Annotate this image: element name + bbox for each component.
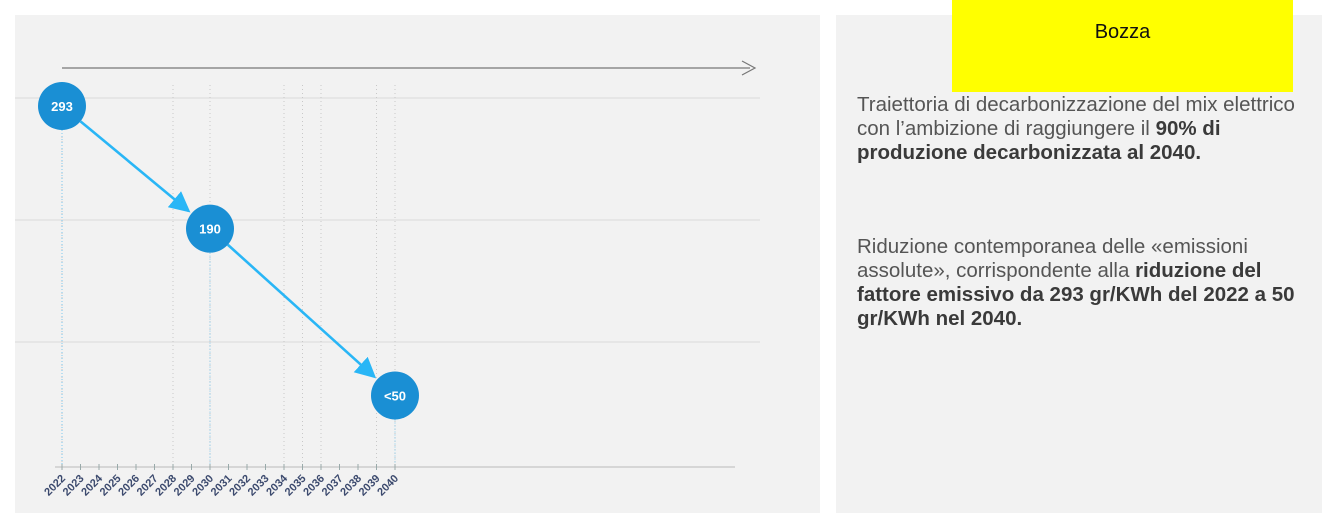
data-point-marker bbox=[38, 82, 86, 130]
chart-panel: 2022 2023 2024 2025 2026 2027 2028 2029 2030 2031… bbox=[15, 15, 820, 513]
description-panel: Traiettoria di decarbonizzazione del mix… bbox=[836, 15, 1322, 513]
x-tick-label: 2040 bbox=[375, 473, 401, 499]
data-point-marker bbox=[186, 204, 234, 253]
description-paragraph-2: Riduzione contemporanea delle «emissioni… bbox=[857, 235, 1312, 331]
description-p1-bold: 90% di produzione decarbonizzata al 2040… bbox=[857, 117, 1221, 164]
data-point-label: <50 bbox=[384, 388, 406, 403]
timeline-arrow-head bbox=[741, 60, 757, 76]
data-point-marker bbox=[371, 371, 419, 420]
description-p2-text: Riduzione contemporanea delle «emissioni… bbox=[857, 235, 1248, 282]
series-line-segment bbox=[226, 243, 377, 379]
data-point-label: 293 bbox=[51, 99, 73, 114]
description-p2-bold: riduzione del fattore emissivo da 293 gr… bbox=[857, 259, 1295, 330]
series-line-segment bbox=[79, 120, 191, 213]
draft-badge: Bozza bbox=[952, 0, 1293, 92]
description-p1-text: Traiettoria di decarbonizzazione del mix… bbox=[857, 93, 1295, 140]
data-point-label: 190 bbox=[199, 222, 221, 237]
emissions-trajectory-chart: 2022202320242025202620272028202920302031… bbox=[15, 60, 760, 499]
description-paragraph-1: Traiettoria di decarbonizzazione del mix… bbox=[857, 93, 1312, 165]
